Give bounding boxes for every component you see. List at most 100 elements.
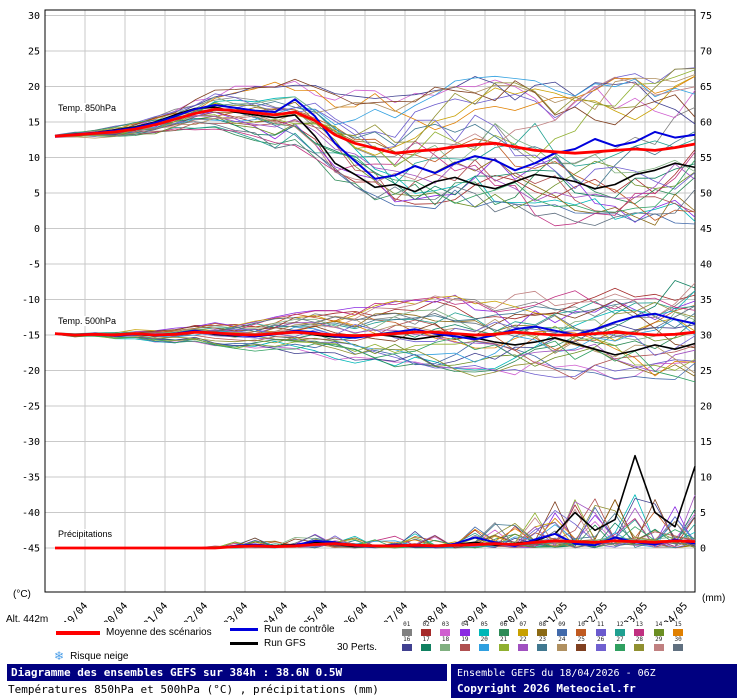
member-24-swatch: 24 [552,636,571,651]
right-axis-tick: 60 [700,118,712,129]
copyright: Copyright 2026 Meteociel.fr [457,682,636,695]
control-line-swatch [230,628,258,631]
left-axis-tick: 0 [34,224,40,235]
date-tick: 02/05 [582,601,610,622]
member-14-swatch: 14 [649,621,668,636]
right-axis-tick: 30 [700,331,712,342]
member-19-swatch: 19 [455,636,474,651]
date-tick: 28/04 [422,601,450,622]
member-02-swatch: 02 [416,621,435,636]
left-axis-tick: -35 [22,473,40,484]
date-tick: 04/05 [662,601,690,622]
member-06-swatch: 06 [494,621,513,636]
right-axis-tick: 5 [700,508,706,519]
member-15-swatch: 15 [668,621,687,636]
left-axis-tick: 30 [28,11,40,22]
legend-control: Run de contrôle [230,624,335,635]
left-axis-tick: -30 [22,437,40,448]
chart-title: Diagramme des ensembles GEFS sur 384h : … [7,664,447,681]
temp850-label: Temp. 850hPa [57,103,118,113]
date-tick: 30/04 [502,601,530,622]
right-axis-tick: 50 [700,189,712,200]
member-09-swatch: 09 [552,621,571,636]
left-axis-tick: -25 [22,402,40,413]
footer-left: Diagramme des ensembles GEFS sur 384h : … [7,664,447,698]
right-axis-tick: 15 [700,437,712,448]
member-16-swatch: 16 [397,636,416,651]
left-axis-tick: 20 [28,82,40,93]
right-axis-tick: 10 [700,473,712,484]
right-axis-tick: 55 [700,153,712,164]
left-axis-tick: -15 [22,331,40,342]
right-axis-tick: 0 [700,544,706,555]
member-04-swatch: 04 [455,621,474,636]
member-08-swatch: 08 [533,621,552,636]
snowflake-icon: ❄ [54,649,65,663]
left-axis-tick: 15 [28,118,40,129]
right-axis-unit: (mm) [702,593,726,604]
altitude-label: Alt. 442m [6,614,49,625]
date-tick: 20/04 [102,601,130,622]
member-25-swatch: 25 [572,636,591,651]
member-30-swatch: 30 [668,636,687,651]
date-tick: 19/04 [62,601,90,622]
left-axis-tick: -20 [22,366,40,377]
member-29-swatch: 29 [649,636,668,651]
member-21-swatch: 21 [494,636,513,651]
right-axis-tick: 25 [700,366,712,377]
member-23-swatch: 23 [533,636,552,651]
legend-perts-label: 30 Perts. [337,642,378,653]
legend-snow: ❄ Risque neige [54,650,128,662]
temp500-label: Temp. 500hPa [57,316,118,326]
member-07-swatch: 07 [513,621,532,636]
date-tick: 29/04 [462,601,490,622]
series [54,67,696,550]
precip-label: Précipitations [57,529,114,539]
date-tick: 27/04 [382,601,410,622]
run-info: Ensemble GEFS du 18/04/2026 - 06Z [457,668,656,679]
date-tick: 01/05 [542,601,570,622]
member-17-swatch: 17 [416,636,435,651]
chart-subtitle: Températures 850hPa et 500hPa (°C) , pré… [8,683,379,696]
member-legend: 01 02 03 04 05 06 07 08 09 10 11 12 13 14 15 16 17 18 19 20… [397,621,689,651]
member-10-swatch: 10 [572,621,591,636]
date-tick: 26/04 [342,601,370,622]
member-26-swatch: 26 [591,636,610,651]
date-tick: 25/04 [302,601,330,622]
left-axis-tick: -40 [22,508,40,519]
member-22-swatch: 22 [513,636,532,651]
date-tick: 21/04 [142,601,170,622]
footer: Diagramme des ensembles GEFS sur 384h : … [7,664,737,698]
legend-gfs: Run GFS [230,638,306,649]
left-axis-tick: 10 [28,153,40,164]
left-axis-tick: -45 [22,544,40,555]
legend-mean-label: Moyenne des scénarios [106,627,212,638]
run-info-box: Ensemble GEFS du 18/04/2026 - 06Z Copyri… [451,664,737,698]
right-axis-tick: 40 [700,260,712,271]
member-28-swatch: 28 [630,636,649,651]
member-12-swatch: 12 [610,621,629,636]
date-tick: 22/04 [182,601,210,622]
left-axis-unit: (°C) [13,589,31,600]
right-axis-tick: 45 [700,224,712,235]
member-20-swatch: 20 [475,636,494,651]
member-11-swatch: 11 [591,621,610,636]
right-axis-tick: 75 [700,11,712,22]
legend-snow-label: Risque neige [70,650,129,662]
legend-mean: Moyenne des scénarios [56,627,212,638]
member-18-swatch: 18 [436,636,455,651]
gfs-line-swatch [230,642,258,645]
legend-control-label: Run de contrôle [264,624,335,635]
mean-line-swatch [56,630,100,635]
right-axis-tick: 70 [700,47,712,58]
member-27-swatch: 27 [610,636,629,651]
member-01-swatch: 01 [397,621,416,636]
left-axis-tick: -5 [28,260,40,271]
member-13-swatch: 13 [630,621,649,636]
date-tick: 24/04 [262,601,290,622]
left-axis-tick: 25 [28,47,40,58]
date-tick: 23/04 [222,601,250,622]
right-axis-tick: 35 [700,295,712,306]
right-axis-tick: 20 [700,402,712,413]
